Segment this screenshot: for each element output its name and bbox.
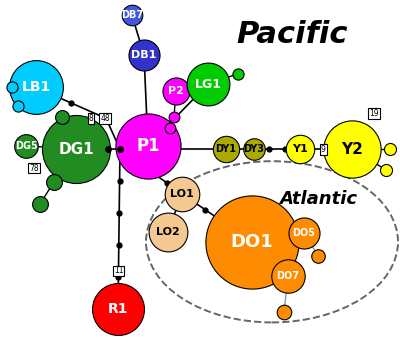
Text: LO2: LO2 [156,226,180,237]
Point [9,85,15,90]
Text: 11: 11 [114,267,124,275]
Text: LB1: LB1 [21,81,51,94]
Text: 78: 78 [29,164,39,173]
Point [33,85,39,90]
Text: Pacific: Pacific [236,20,348,49]
Text: R1: R1 [108,302,128,316]
Point [23,143,29,149]
Text: DO5: DO5 [292,228,316,238]
Point [281,309,287,315]
Point [387,146,393,152]
Point [383,167,389,173]
Point [235,71,241,76]
Text: 19: 19 [369,109,379,118]
Point [315,253,321,258]
Point [145,143,151,149]
Point [301,230,307,236]
Text: Y2: Y2 [341,142,363,157]
Point [251,146,257,152]
Point [167,125,173,130]
Point [59,114,65,119]
Text: P2: P2 [168,86,184,96]
Text: DY1: DY1 [216,144,236,154]
Point [285,273,291,279]
Text: DB1: DB1 [131,50,157,60]
Text: 48: 48 [100,114,110,123]
Point [205,81,211,87]
Point [129,13,135,18]
Text: LO1: LO1 [170,189,194,199]
Text: DO1: DO1 [231,233,273,251]
Text: DG1: DG1 [58,142,94,157]
Text: Y1: Y1 [292,144,308,154]
Point [115,306,121,311]
Text: Atlantic: Atlantic [279,190,357,208]
Point [37,201,43,207]
Point [165,229,171,234]
Point [171,114,177,119]
Point [15,104,21,109]
Text: LG1: LG1 [194,78,222,91]
Point [173,88,179,94]
Text: DY3: DY3 [244,144,264,154]
Point [297,146,303,152]
Text: DG5: DG5 [15,141,37,151]
Point [223,146,229,152]
Text: 9: 9 [321,145,326,154]
Text: DO7: DO7 [276,271,300,281]
Text: P1: P1 [136,137,160,155]
Text: 8: 8 [89,114,94,123]
Point [73,146,79,152]
Text: DB7: DB7 [121,10,143,21]
Point [249,239,255,245]
Point [51,179,57,185]
Point [179,191,185,197]
Point [349,146,355,152]
Point [141,52,147,58]
